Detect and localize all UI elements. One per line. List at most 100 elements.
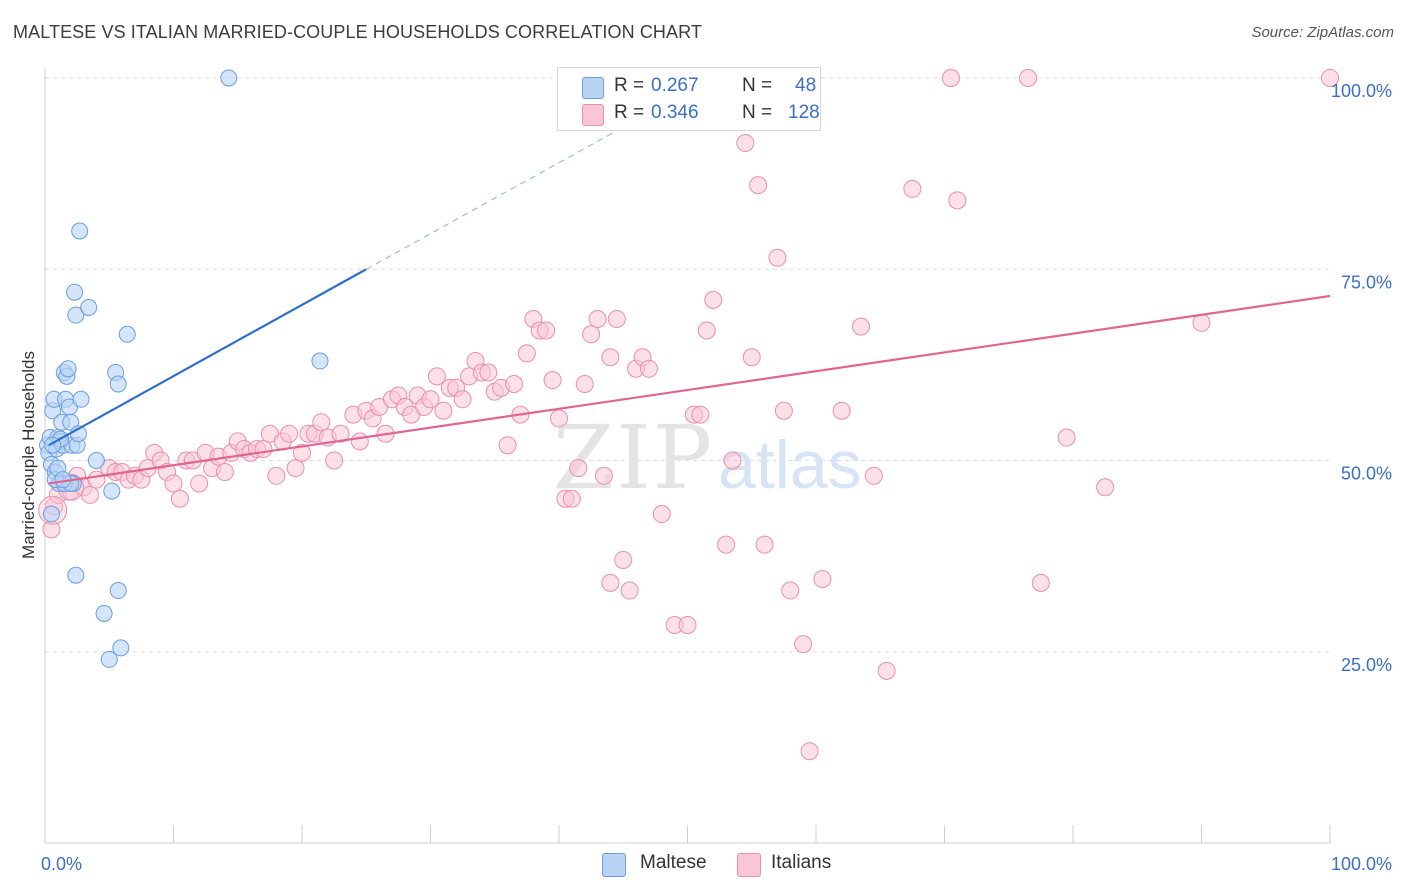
- italians-point: [325, 451, 344, 470]
- italians-point: [517, 344, 536, 363]
- y-tick-label: 25.0%: [1341, 655, 1392, 675]
- italians-point: [427, 367, 446, 386]
- italians-point: [768, 248, 787, 267]
- watermark-zip: ZIP: [553, 406, 714, 509]
- italians-point: [1192, 313, 1211, 332]
- maltese-point: [67, 566, 85, 584]
- y-tick-label: 100.0%: [1331, 81, 1392, 101]
- maltese-point: [112, 639, 130, 657]
- italians-point: [652, 505, 671, 524]
- maltese-swatch: [582, 77, 604, 99]
- italians-point: [794, 635, 813, 654]
- italians-point: [607, 309, 626, 328]
- maltese-point: [103, 482, 121, 500]
- italians-legend-swatch: [737, 853, 761, 877]
- italians-point: [562, 489, 581, 508]
- legend-label-italians: Italians: [771, 852, 832, 873]
- maltese-point: [42, 505, 60, 523]
- y-tick-label: 50.0%: [1341, 464, 1392, 484]
- italians-point: [1321, 69, 1339, 87]
- italians-swatch: [582, 104, 604, 126]
- n-value: 128: [788, 102, 820, 123]
- maltese-point: [67, 306, 85, 324]
- italians-point: [537, 321, 556, 340]
- italians-point: [312, 413, 331, 432]
- maltese-point: [66, 283, 84, 301]
- italians-trend-line: [48, 294, 1331, 485]
- italians-point: [190, 474, 209, 493]
- italians-point: [280, 424, 299, 443]
- italians-point: [941, 69, 960, 87]
- maltese-point: [59, 360, 77, 378]
- x-tick-label: 0.0%: [41, 854, 82, 874]
- italians-point: [164, 474, 183, 493]
- italians-point: [1031, 573, 1050, 592]
- italians-point: [620, 581, 639, 600]
- maltese-point: [80, 299, 98, 316]
- italians-points: [38, 69, 1339, 761]
- italians-point: [948, 191, 967, 210]
- y-axis-label: Married-couple Households: [19, 351, 38, 559]
- italians-point: [575, 375, 594, 393]
- legend-label-maltese: Maltese: [640, 852, 707, 873]
- italians-point: [774, 401, 793, 420]
- r-value: 0.267: [651, 75, 699, 96]
- maltese-points: [39, 69, 329, 668]
- maltese-point: [71, 222, 89, 240]
- italians-point: [293, 443, 311, 462]
- italians-point: [479, 363, 498, 382]
- n-value: 48: [795, 75, 817, 96]
- tick-labels: 25.0% 50.0% 75.0% 100.0% 0.0% 100.0%: [41, 81, 1392, 874]
- italians-point: [498, 436, 517, 455]
- italians-point: [550, 409, 568, 428]
- italians-point: [639, 359, 658, 378]
- italians-point: [170, 489, 189, 508]
- italians-point: [704, 290, 723, 309]
- italians-point: [813, 570, 832, 589]
- italians-point: [601, 348, 620, 367]
- n-label: N =: [742, 102, 773, 123]
- italians-point: [691, 405, 710, 424]
- italians-point: [267, 466, 286, 485]
- italians-point: [864, 466, 883, 485]
- italians-point: [569, 459, 588, 478]
- maltese-trend-extension: [365, 119, 637, 270]
- maltese-point: [72, 390, 90, 408]
- italians-point: [331, 424, 350, 443]
- italians-point: [588, 309, 607, 328]
- x-tick-label: 100.0%: [1331, 854, 1392, 874]
- r-label: R =: [614, 102, 645, 123]
- italians-point: [877, 661, 896, 680]
- maltese-point: [100, 650, 118, 668]
- italians-point: [678, 615, 697, 634]
- maltese-point: [87, 452, 105, 469]
- italians-point: [717, 535, 736, 554]
- italians-point: [736, 134, 755, 153]
- italians-point: [350, 432, 369, 451]
- italians-point: [582, 325, 601, 344]
- italians-point: [781, 581, 800, 600]
- italians-point: [1096, 478, 1115, 497]
- maltese-point: [118, 325, 136, 343]
- italians-point: [1057, 428, 1076, 447]
- italians-point: [434, 401, 453, 420]
- maltese-point: [95, 605, 113, 622]
- n-label: N =: [742, 75, 773, 96]
- maltese-legend-swatch: [602, 853, 626, 877]
- italians-point: [286, 459, 305, 478]
- correlation-legend: R = 0.267 N = 48 R = 0.346 N = 128: [557, 67, 821, 131]
- italians-point: [749, 176, 768, 195]
- grid-lines: [45, 77, 1330, 653]
- source-label: Source: ZipAtlas.com: [1251, 24, 1394, 41]
- watermark: ZIP atlas: [553, 406, 862, 509]
- maltese-point: [311, 352, 329, 370]
- italians-point: [254, 440, 273, 459]
- italians-point: [742, 348, 761, 367]
- italians-point: [453, 390, 472, 409]
- maltese-trend-line: [48, 268, 367, 447]
- italians-point: [697, 321, 716, 340]
- italians-point: [594, 466, 613, 485]
- r-label: R =: [614, 75, 645, 96]
- italians-point: [755, 535, 774, 554]
